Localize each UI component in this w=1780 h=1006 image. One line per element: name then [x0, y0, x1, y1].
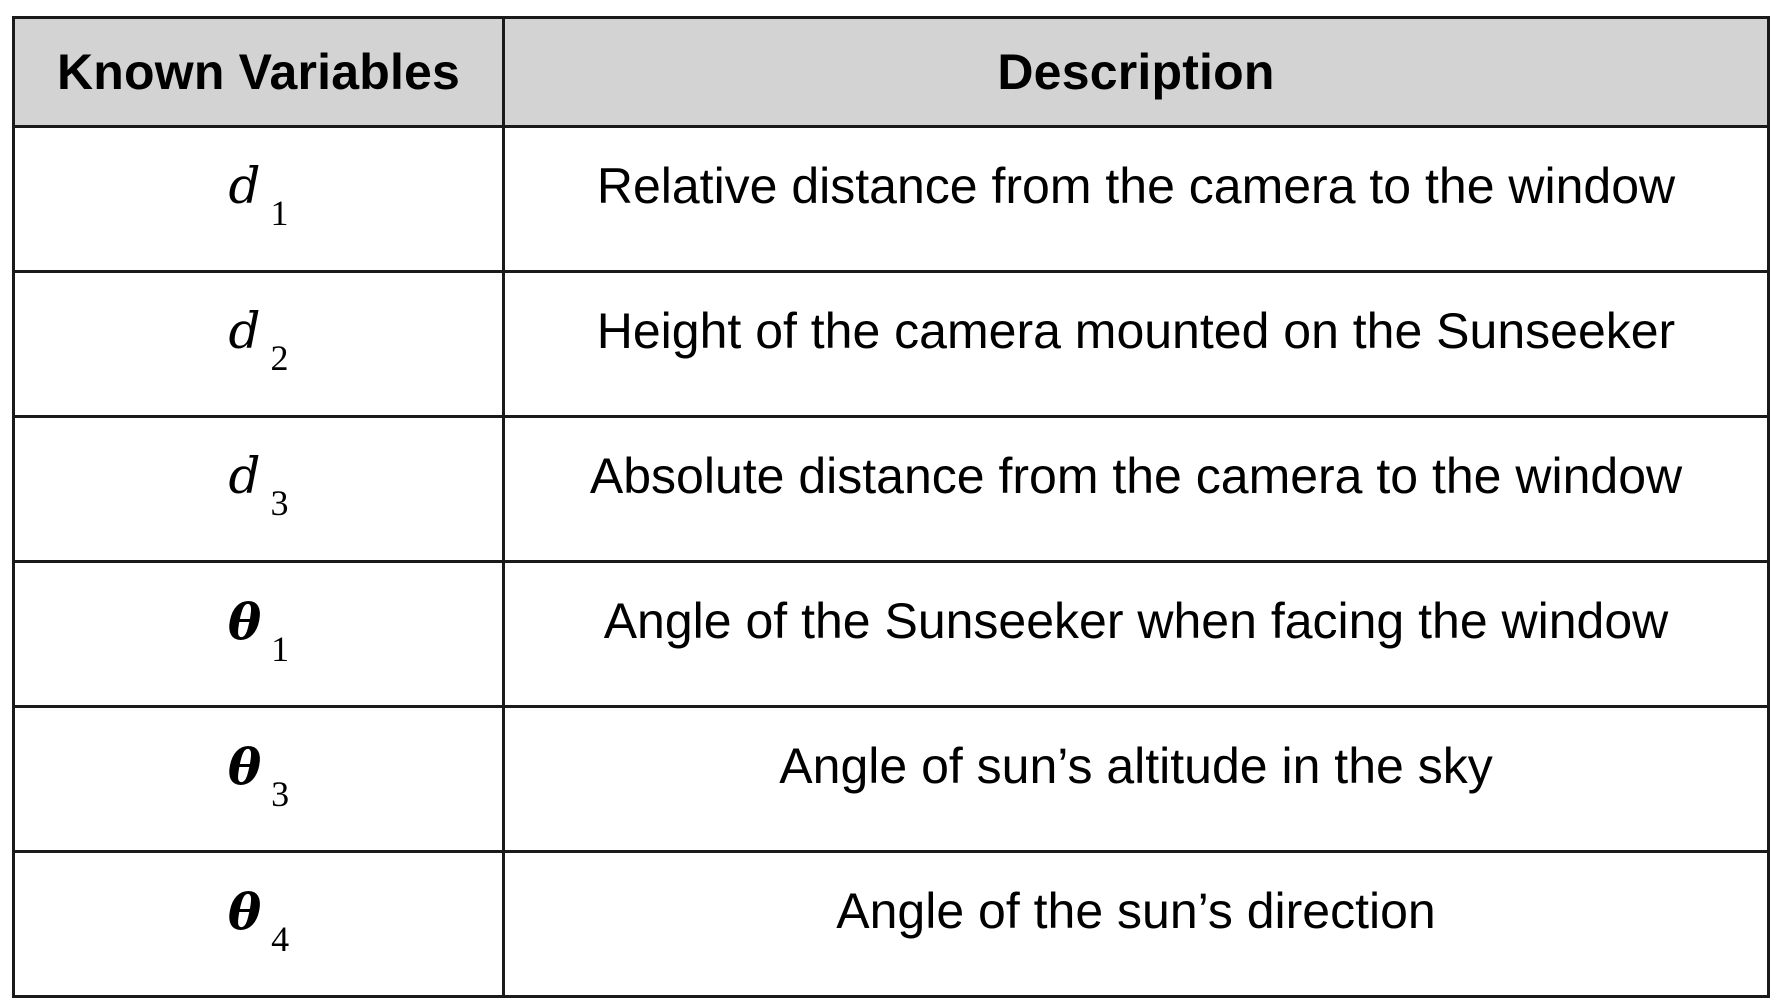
description-text: Height of the camera mounted on the Suns… — [596, 303, 1676, 359]
variable-letter: d — [228, 447, 261, 505]
description-text: Angle of the Sunseeker when facing the w… — [603, 593, 1669, 649]
variable-letter: d — [228, 157, 261, 215]
description-cell: Angle of sun’s altitude in the sky — [502, 705, 1770, 853]
variable-letter: θ — [227, 881, 262, 941]
header-description: Description — [502, 16, 1770, 128]
variable-letter: θ — [227, 736, 262, 796]
variable-subscript: 1 — [270, 193, 289, 233]
description-text: Relative distance from the camera to the… — [596, 158, 1676, 214]
description-cell: Absolute distance from the camera to the… — [502, 415, 1770, 563]
table-header-row: Known Variables Description — [12, 16, 1770, 128]
variable-subscript: 4 — [271, 918, 290, 959]
description-cell: Angle of the sun’s direction — [502, 850, 1770, 998]
variable-subscript: 3 — [270, 483, 289, 523]
variable-letter: θ — [227, 591, 262, 651]
description-text: Angle of sun’s altitude in the sky — [779, 738, 1493, 794]
variable-subscript: 3 — [271, 773, 290, 814]
description-cell: Angle of the Sunseeker when facing the w… — [502, 560, 1770, 708]
header-known-variables: Known Variables — [12, 16, 505, 128]
variable-subscript: 1 — [271, 628, 290, 669]
variable-subscript: 2 — [270, 338, 289, 378]
description-text: Angle of the sun’s direction — [836, 883, 1436, 939]
description-cell: Height of the camera mounted on the Suns… — [502, 270, 1770, 418]
variable-letter: d — [228, 302, 261, 360]
description-text: Absolute distance from the camera to the… — [589, 448, 1683, 504]
description-cell: Relative distance from the camera to the… — [502, 125, 1770, 273]
